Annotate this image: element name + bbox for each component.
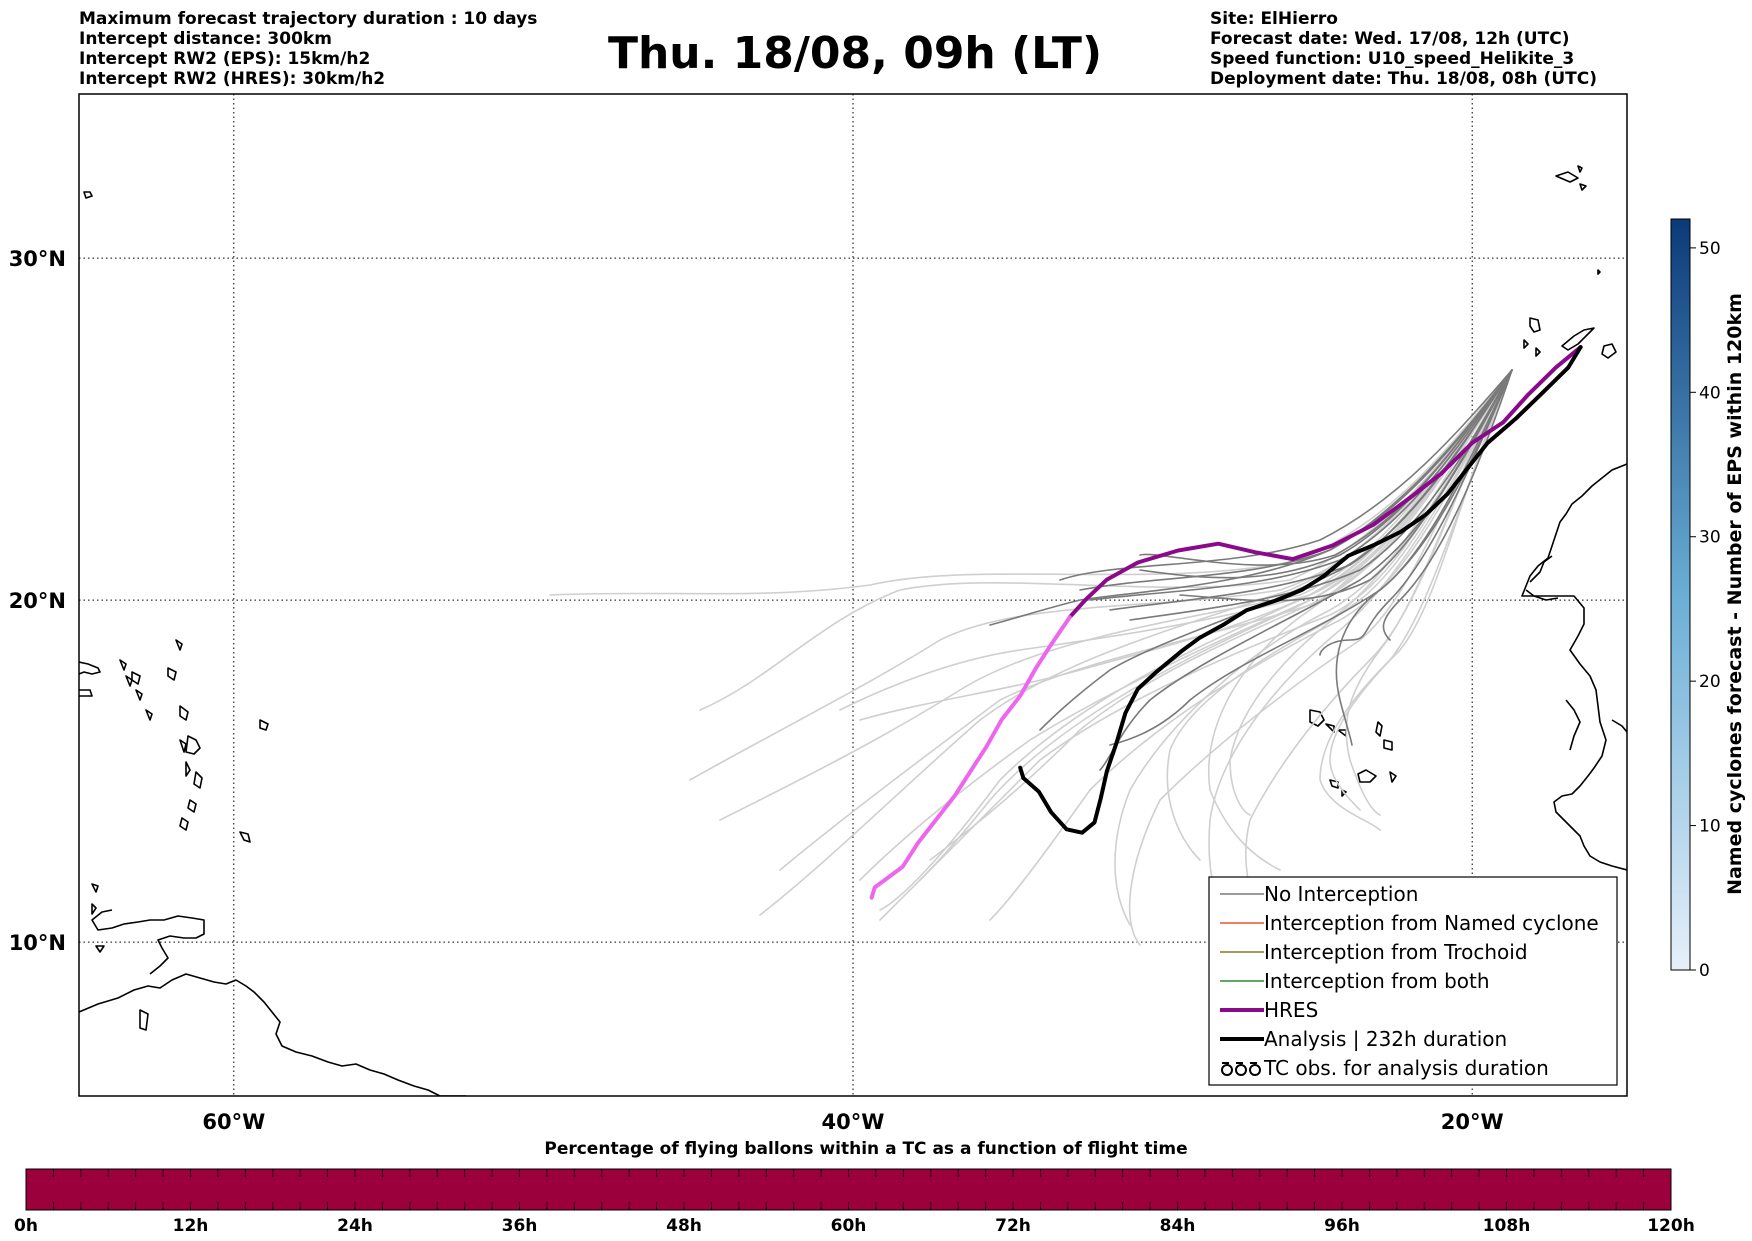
trajectory-eps-member [549, 369, 1513, 596]
legend-label: TC obs. for analysis duration [1263, 1056, 1549, 1080]
map-axis-labels: 60°W 40°W 20°W 30°N 20°N 10°N [9, 247, 1504, 1134]
percentage-bar-tick-label: 24h [337, 1216, 373, 1236]
percentage-bar-tick-label: 60h [831, 1216, 867, 1236]
lat-tick-label: 20°N [9, 589, 66, 613]
percentage-bar-title: Percentage of flying ballons within a TC… [544, 1139, 1187, 1159]
header-left-line: Intercept distance: 300km [79, 29, 332, 49]
trajectory-eps-member [719, 369, 1513, 821]
legend: No Interception Interception from Named c… [1208, 876, 1618, 1086]
coastline-puerto-rico [79, 661, 101, 697]
percentage-bar-tick-label: 120h [1647, 1216, 1695, 1236]
colorbar-tick-label: 50 [1699, 239, 1721, 259]
coastline-madeira [1555, 165, 1587, 191]
header-right-line: Forecast date: Wed. 17/08, 12h (UTC) [1210, 29, 1569, 49]
percentage-bar: Percentage of flying ballons within a TC… [14, 1139, 1695, 1236]
hres-track-late [869, 615, 1072, 900]
lon-tick-label: 20°W [1441, 1110, 1504, 1134]
page-title: Thu. 18/08, 09h (LT) [608, 28, 1102, 79]
trajectory-eps-member [1089, 369, 1513, 601]
legend-label: HRES [1264, 998, 1318, 1022]
trajectory-eps-member [989, 369, 1513, 921]
tc-obs-symbol [1221, 1062, 1261, 1076]
header-right-line: Speed function: U10_speed_Helikite_3 [1210, 49, 1574, 69]
percentage-bar-tick-label: 48h [666, 1216, 702, 1236]
lat-tick-label: 30°N [9, 247, 66, 271]
colorbar-ticks: 0 10 20 30 40 50 [1690, 239, 1721, 981]
trajectory-eps-member [1114, 369, 1513, 926]
colorbar-tick-label: 0 [1699, 961, 1710, 981]
coastline-lesser-antilles [91, 639, 251, 915]
header-left-line: Intercept RW2 (HRES): 30km/h2 [79, 69, 385, 89]
lon-tick-label: 60°W [202, 1110, 265, 1134]
coastlines [79, 165, 1627, 1096]
percentage-bar-tick-label: 0h [14, 1216, 38, 1236]
percentage-bar-tick-label: 96h [1324, 1216, 1360, 1236]
trajectory-eps-member [1382, 369, 1513, 641]
trajectory-eps-member [759, 369, 1513, 916]
colorbar: 0 10 20 30 40 50 Named cyclones forecast - Nu… [1670, 218, 1746, 981]
map-frame [78, 93, 1628, 1097]
coastline-south-america [79, 973, 466, 1096]
trajectory-eps-member [1139, 369, 1513, 566]
legend-label: Interception from both [1264, 969, 1490, 993]
lat-tick-label: 10°N [9, 931, 66, 955]
trajectory-eps-member [1099, 369, 1513, 771]
coastline-trinidad [91, 909, 205, 975]
colorbar-tick-label: 20 [1699, 672, 1721, 692]
coastline-azores-speck [1597, 269, 1601, 275]
colorbar-label: Named cyclones forecast - Number of EPS … [1724, 293, 1746, 895]
header-left: Maximum forecast trajectory duration : 1… [79, 9, 537, 89]
percentage-bar-ticks: 0h 12h 24h 36h 48h 60h 72h 84h 96h 108h 120h [14, 1169, 1695, 1236]
colorbar-gradient [1670, 218, 1691, 971]
coastline-africa-islands [1525, 555, 1627, 751]
header-left-line: Maximum forecast trajectory duration : 1… [79, 9, 537, 29]
highlight-tracks [869, 345, 1583, 900]
map-gridlines [79, 94, 1627, 1096]
coastline-caribbean-isles [83, 191, 269, 1031]
header-right: Site: ElHierro Forecast date: Wed. 17/08… [1210, 9, 1597, 89]
legend-label: Interception from Named cyclone [1264, 911, 1599, 935]
header-left-line: Intercept RW2 (EPS): 15km/h2 [79, 49, 370, 69]
percentage-bar-tick-label: 12h [173, 1216, 209, 1236]
coastline-africa [1521, 463, 1627, 871]
analysis-track [1018, 345, 1583, 835]
percentage-bar-tick-label: 84h [1160, 1216, 1196, 1236]
header-right-line: Site: ElHierro [1210, 9, 1338, 29]
legend-label: Interception from Trochoid [1264, 940, 1528, 964]
hres-track [1067, 345, 1583, 620]
percentage-bar-tick-label: 72h [995, 1216, 1031, 1236]
colorbar-tick-label: 40 [1699, 383, 1721, 403]
legend-box [1208, 876, 1618, 1086]
header-right-line: Deployment date: Thu. 18/08, 08h (UTC) [1210, 69, 1597, 89]
legend-label: No Interception [1264, 882, 1418, 906]
colorbar-tick-label: 10 [1699, 817, 1721, 837]
lon-tick-label: 40°W [822, 1110, 885, 1134]
legend-label: Analysis | 232h duration [1264, 1027, 1507, 1051]
trajectory-eps-member [859, 369, 1513, 881]
coastline-canary-islands [1523, 317, 1617, 359]
percentage-bar-tick-label: 36h [502, 1216, 538, 1236]
percentage-bar-tick-label: 108h [1483, 1216, 1531, 1236]
colorbar-tick-label: 30 [1699, 528, 1721, 548]
trajectory-eps-member [989, 369, 1513, 626]
